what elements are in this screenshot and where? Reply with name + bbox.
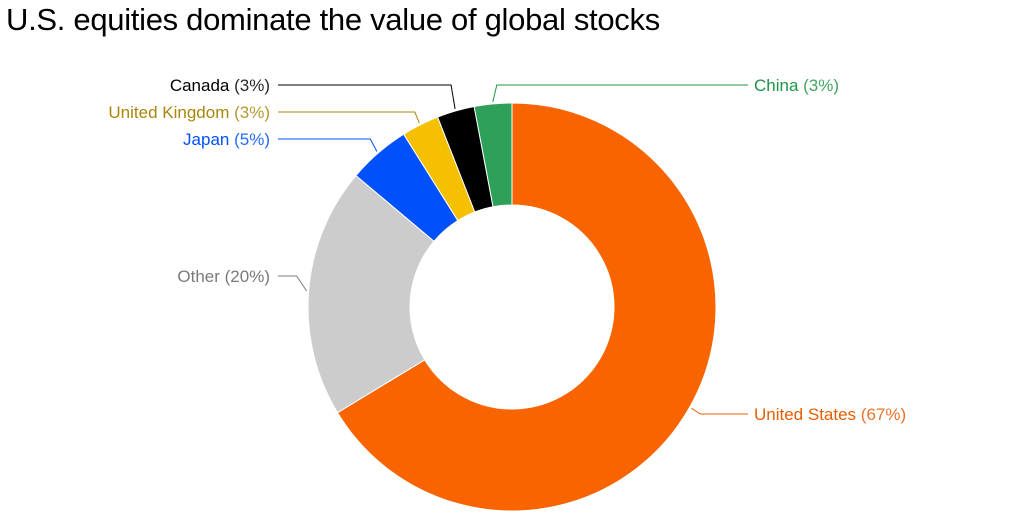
leader-line-japan — [278, 138, 378, 152]
slice-label-united-states: United States (67%) — [754, 405, 906, 424]
slice-china — [473, 102, 513, 208]
slice-label-value: (3%) — [229, 103, 270, 122]
slice-label-value: (3%) — [229, 76, 270, 95]
slice-label-value: (20%) — [220, 267, 270, 286]
slice-label-canada: Canada (3%) — [170, 76, 270, 95]
slice-united-states — [336, 102, 717, 512]
leader-line-canada — [278, 84, 456, 110]
slice-label-name: Canada — [170, 76, 230, 95]
leader-line-united-kingdom — [278, 111, 420, 124]
chart-title: U.S. equities dominate the value of glob… — [6, 2, 660, 37]
slice-label-name: Other — [177, 267, 220, 286]
slice-labels: United States (67%) Other (20%) Japan (5%)… — [108, 76, 906, 424]
slice-label-china: China (3%) — [754, 76, 839, 95]
slice-label-name: Japan — [183, 130, 229, 149]
slice-label-name: China — [754, 76, 799, 95]
donut-slices — [307, 102, 717, 512]
slice-label-name: United Kingdom — [108, 103, 229, 122]
slice-label-japan: Japan (5%) — [183, 130, 270, 149]
slice-label-value: (3%) — [798, 76, 839, 95]
slice-label-united-kingdom: United Kingdom (3%) — [108, 103, 270, 122]
slice-label-value: (5%) — [229, 130, 270, 149]
leader-line-other — [278, 275, 308, 292]
slice-label-value: (67%) — [856, 405, 906, 424]
leader-lines — [278, 84, 748, 415]
slice-other — [307, 174, 435, 414]
leader-line-united-states — [691, 407, 748, 415]
slice-label-name: United States — [754, 405, 856, 424]
leader-line-china — [492, 84, 748, 103]
slice-label-other: Other (20%) — [177, 267, 270, 286]
